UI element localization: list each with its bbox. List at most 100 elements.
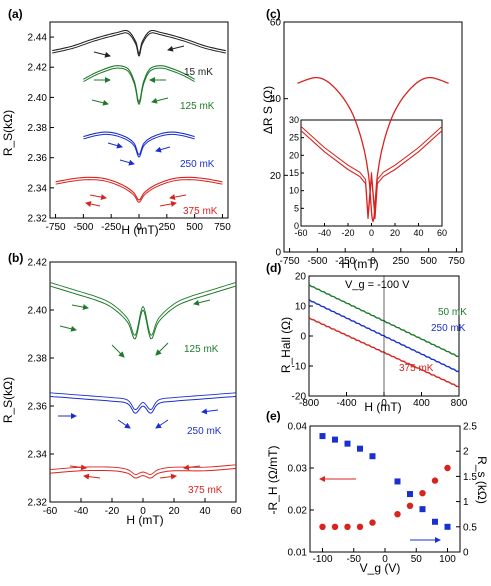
series-line: [52, 32, 226, 57]
panel-e-ylabel-right: R_s (kΩ): [475, 456, 489, 504]
x-tick-label: 0: [381, 398, 387, 409]
sweep-arrow: [159, 200, 177, 207]
y-tick-label: 25: [289, 133, 299, 143]
y-tick-label: 2.42: [28, 258, 48, 269]
data-point: [431, 477, 439, 484]
x-tick-label: 400: [413, 398, 430, 409]
x-tick-label: -100: [312, 554, 332, 565]
panel-d-ylabel: R_Hall (Ω): [279, 317, 293, 373]
legend-250mk-b: 250 mK: [187, 426, 222, 437]
legend-125mk-b: 125 mK: [184, 344, 219, 355]
sweep-arrow: [93, 51, 111, 58]
x-tick-label: 20: [390, 228, 400, 238]
panel-a-xlabel: H (mT): [121, 223, 158, 237]
series-line: [52, 29, 226, 55]
y-tick-label: 10: [289, 186, 299, 196]
x-tick-label: -50: [347, 554, 362, 565]
x-tick-label: -500: [307, 256, 327, 267]
legend-250mk-a: 250 mK: [180, 159, 215, 170]
series-line: [49, 464, 237, 475]
panel-b-ylabel: R_S(kΩ): [1, 377, 15, 423]
sweep-arrow: [201, 408, 219, 415]
x-tick-label: -250: [335, 256, 355, 267]
legend-250mk-d: 250 mK: [431, 323, 466, 334]
data-point: [319, 523, 326, 530]
x-tick-label: 500: [420, 256, 437, 267]
y-tick-label: 0: [294, 221, 299, 231]
y-tick-label: 0.02: [288, 506, 308, 517]
x-tick-label: 0: [140, 506, 146, 517]
x-tick-label: 0: [369, 228, 374, 238]
y-tick-label: 2.42: [28, 63, 48, 74]
x-tick-label: 40: [199, 506, 211, 517]
series-line: [83, 67, 195, 106]
sweep-arrow: [83, 473, 101, 480]
y-tick-label: 30: [289, 115, 299, 125]
x-tick-label: -400: [336, 398, 356, 409]
y-tick-label: 0.04: [288, 422, 308, 433]
x-tick-label: 40: [413, 228, 423, 238]
x-tick-label: 800: [451, 398, 468, 409]
x-tick-label: 50: [411, 554, 423, 565]
y-tick-label: -20: [292, 392, 307, 403]
y-tick-label-right: 1: [463, 497, 469, 508]
x-tick-label: -500: [73, 222, 93, 233]
y-tick-label: 2.38: [28, 123, 48, 134]
data-point: [432, 518, 438, 525]
y-tick-label: 2.32: [28, 214, 48, 225]
sweep-arrow: [117, 419, 131, 429]
y-tick-label: -10: [292, 362, 307, 373]
y-tick-label: 20: [295, 272, 307, 283]
y-tick-label: 20: [289, 150, 299, 160]
panel-d-xlabel: H (mT): [364, 400, 401, 414]
legend-375mk-d: 375 mK: [399, 363, 434, 374]
x-tick-label: -20: [341, 228, 354, 238]
sweep-arrow: [155, 419, 169, 429]
panel-d-label: (d): [266, 261, 281, 275]
legend-375mk-b: 375 mK: [188, 485, 223, 496]
y-tick-label: 2.36: [28, 153, 48, 164]
data-point: [357, 445, 363, 452]
data-point: [394, 511, 401, 518]
series-line: [49, 392, 237, 411]
y-tick-label: 10: [295, 302, 307, 313]
y-tick-label: 2.38: [28, 354, 48, 365]
data-point: [444, 523, 451, 530]
y-tick-label-right: 1.5: [463, 472, 477, 483]
series-line: [83, 65, 195, 103]
y-tick-label: 0.03: [288, 464, 308, 475]
x-tick-label: 60: [230, 506, 242, 517]
y-tick-label: 0.01: [288, 548, 308, 559]
sweep-arrow: [151, 97, 169, 104]
legend-15mk: 15 mK: [184, 67, 213, 78]
x-tick-label: 100: [439, 554, 456, 565]
sweep-arrow: [71, 304, 89, 311]
sweep-arrow: [159, 473, 177, 480]
panel-e-ylabel-left: -R_H (Ω/mT): [266, 446, 280, 515]
sweep-arrow: [119, 159, 135, 166]
panel-b-label: (b): [8, 251, 23, 265]
sweep-arrow: [107, 142, 123, 149]
panel-c-label: (c): [266, 7, 281, 21]
panel-b: (b) -60 -40 -20 0 20 40 60 2.32 2.34 2.36 2.38 2.4…: [1, 251, 242, 527]
panel-a-frame: [49, 21, 229, 219]
y-tick-label: 2.36: [28, 402, 48, 413]
panel-b-xlabel: H (mT): [126, 513, 163, 527]
x-tick-label: -60: [43, 506, 58, 517]
panel-a: (a) -750 -500 -250 0 250 500 750 2.32 2.34 2.36 2…: [1, 7, 231, 237]
series-line: [83, 131, 195, 156]
sweep-arrow: [111, 344, 125, 358]
sweep-arrow: [59, 325, 77, 332]
data-point: [356, 523, 364, 530]
data-point: [344, 440, 351, 447]
data-point: [344, 523, 351, 530]
data-point: [444, 464, 451, 472]
data-point: [419, 490, 426, 497]
y-tick-label-right: 2.5: [463, 422, 477, 433]
x-tick-label: 750: [448, 256, 465, 267]
series-line: [49, 467, 237, 479]
panel-e: (e) -100 -50 0 50 100 0.01 0.02 0.03 0.04 0 0.5 1…: [266, 409, 489, 575]
panel-e-label: (e): [266, 409, 281, 423]
